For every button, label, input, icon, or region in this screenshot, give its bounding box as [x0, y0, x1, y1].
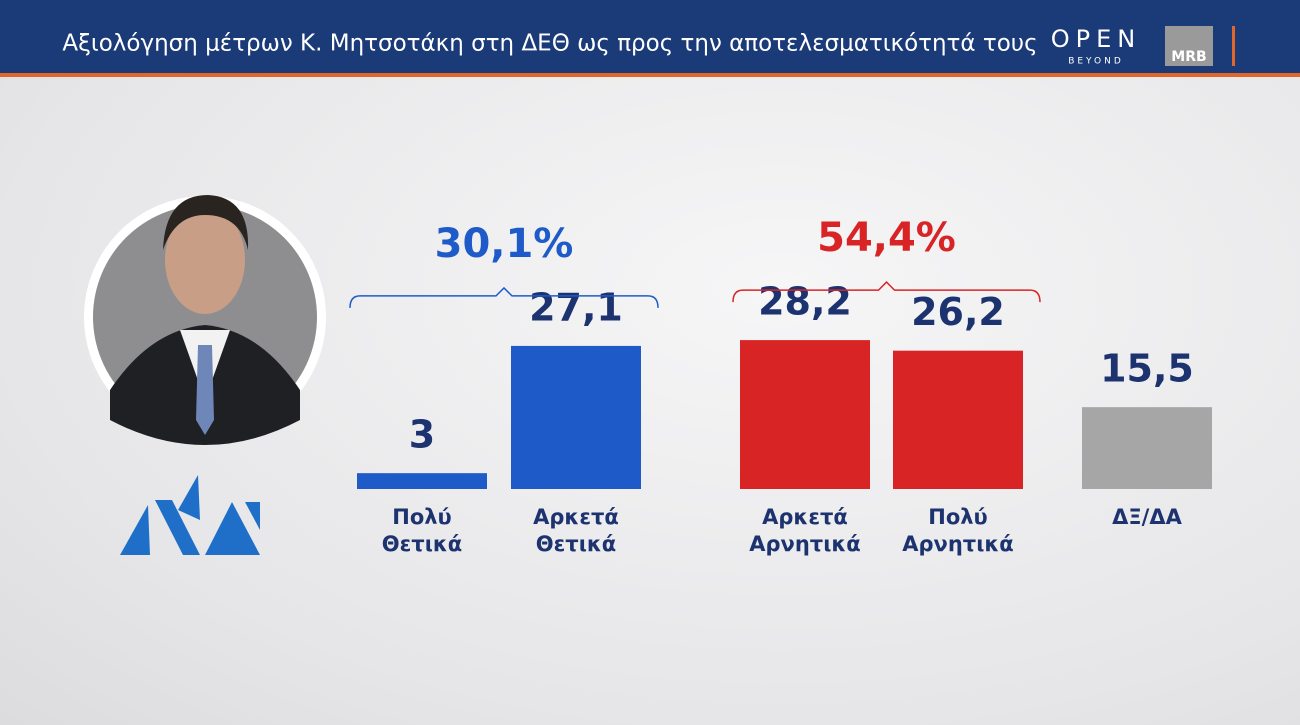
bar	[511, 345, 641, 489]
bar	[357, 473, 487, 489]
category-label: ΔΞ/ΔΑ	[1112, 505, 1182, 529]
logo-mrb-box	[1165, 26, 1213, 66]
value-label: 28,2	[758, 280, 852, 324]
group-label: 30,1%	[435, 221, 574, 267]
group-brace	[732, 281, 1041, 303]
logo-shape	[120, 505, 150, 555]
logo-shape	[245, 502, 260, 530]
logo-mrb: MRB	[1171, 49, 1206, 65]
header-title: Αξιολόγηση μέτρων Κ. Μητσοτάκη στη ΔΕΘ ω…	[62, 31, 1037, 57]
group-brace	[349, 286, 659, 308]
bar	[893, 350, 1023, 489]
portrait-tie	[196, 345, 214, 435]
value-label: 26,2	[911, 290, 1005, 334]
category-label: Πολύ Θετικά	[381, 505, 463, 556]
logo-shape	[205, 502, 260, 555]
category-label: Πολύ Αρνητικά	[902, 505, 1014, 556]
logo-beyond: BEYOND	[1068, 57, 1124, 67]
category-label: Αρκετά Θετικά	[533, 505, 619, 556]
group-label: 54,4%	[817, 215, 956, 261]
header-divider	[1232, 26, 1235, 66]
logo-open: OPEN	[1051, 25, 1141, 53]
portrait-face	[165, 206, 245, 314]
value-label: 15,5	[1100, 347, 1194, 391]
value-label: 3	[409, 413, 435, 457]
bar	[1082, 407, 1212, 489]
header-accent	[0, 73, 1300, 77]
logo-shape	[155, 500, 200, 555]
portrait-hair	[163, 195, 249, 250]
bar	[740, 340, 870, 489]
category-label: Αρκετά Αρνητικά	[749, 505, 861, 556]
value-label: 27,1	[529, 285, 623, 329]
logo-shape	[178, 475, 200, 520]
header-bar	[0, 0, 1300, 74]
